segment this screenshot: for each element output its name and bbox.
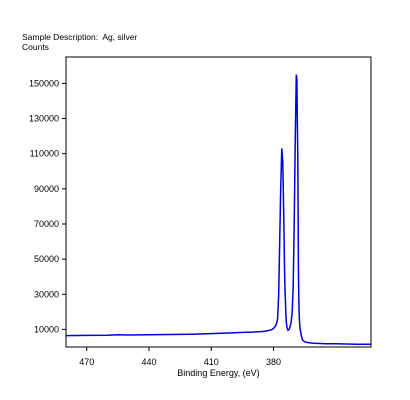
x-tick-label: 410 [204, 357, 219, 367]
x-tick-label: 470 [79, 357, 94, 367]
y-tick-label: 150000 [29, 78, 59, 88]
y-tick-label: 90000 [34, 184, 59, 194]
sample-description-label: Sample Description: [22, 32, 99, 42]
sample-description: Sample Description: Ag, silver [22, 32, 137, 42]
x-axis-title: Binding Energy, (eV) [177, 368, 259, 378]
y-tick-label: 110000 [30, 149, 59, 159]
y-tick-label: 50000 [34, 254, 59, 264]
y-tick-label: 130000 [29, 114, 59, 124]
x-tick-label: 440 [141, 357, 156, 367]
sample-description-value: Ag, silver [102, 32, 138, 42]
spectrum-line [65, 74, 371, 345]
y-tick-label: 10000 [34, 324, 59, 334]
y-axis-unit-label: Counts [22, 42, 49, 52]
y-tick-label: 70000 [34, 219, 59, 229]
chart-header: Sample Description: Ag, silver Counts [22, 32, 137, 52]
x-tick-label: 380 [266, 357, 281, 367]
y-tick-label: 30000 [34, 289, 59, 299]
plot-frame [65, 56, 372, 348]
y-axis: 10000 30000 50000 70000 90000 110000 130000 150… [29, 78, 66, 334]
x-axis: 470 440 410 380 [79, 347, 281, 367]
